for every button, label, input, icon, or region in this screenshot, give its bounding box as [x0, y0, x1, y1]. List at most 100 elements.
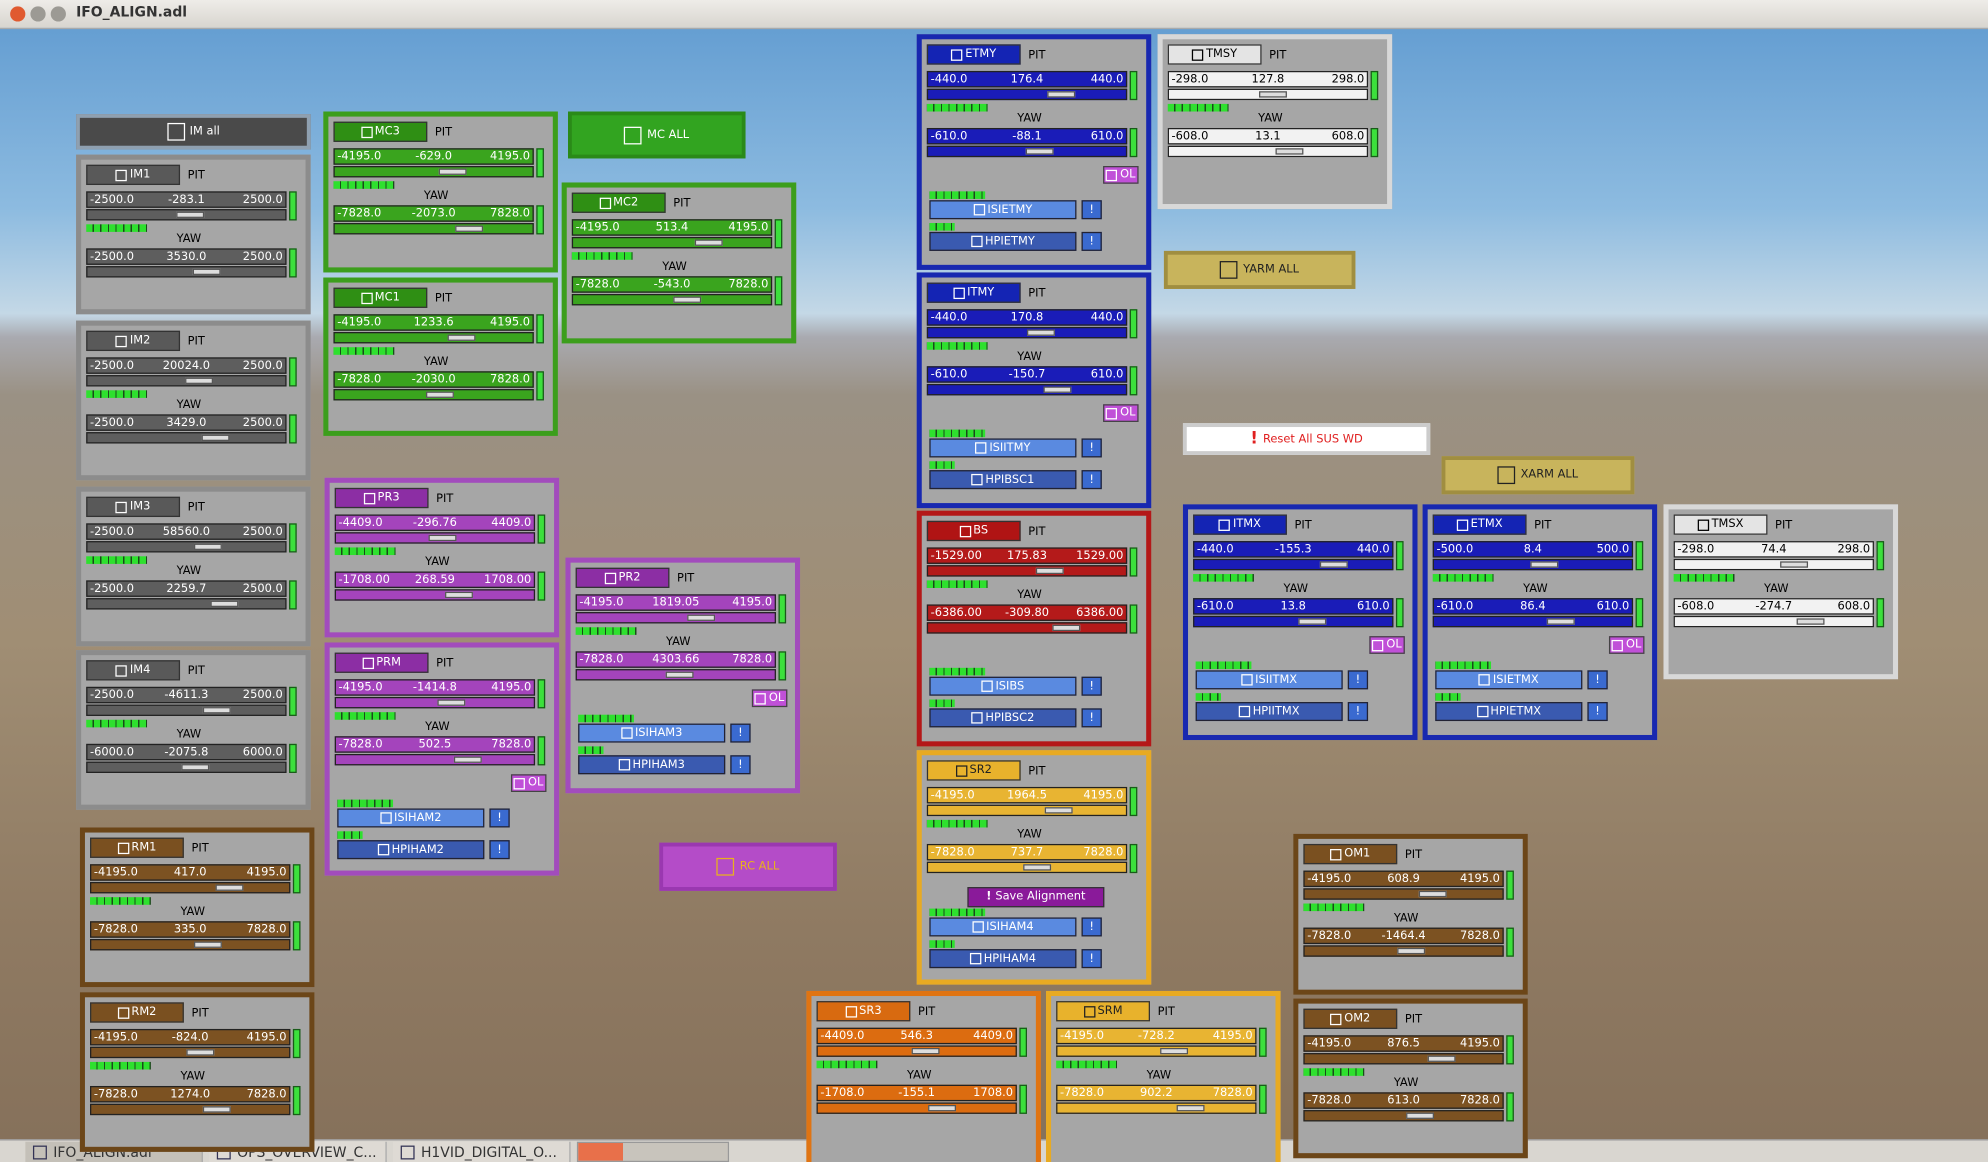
- slider-track[interactable]: [334, 753, 536, 766]
- panel-button[interactable]: IM1: [86, 164, 181, 186]
- isi-button[interactable]: ISIETMX: [1435, 670, 1583, 690]
- ol-button[interactable]: OL: [751, 689, 788, 708]
- slider-thumb[interactable]: [1796, 618, 1825, 625]
- slider-track[interactable]: [86, 598, 287, 610]
- slider-track[interactable]: [1673, 558, 1874, 571]
- panel-button[interactable]: RM2: [90, 1002, 184, 1023]
- slider-track[interactable]: [333, 166, 534, 178]
- shortcut-button[interactable]: XARM ALL: [1441, 456, 1635, 495]
- alert-button[interactable]: !: [730, 723, 751, 743]
- slider-track[interactable]: [926, 88, 1128, 101]
- slider-track[interactable]: [926, 804, 1128, 817]
- slider-track[interactable]: [571, 293, 773, 306]
- slider-track[interactable]: [1303, 1053, 1504, 1065]
- slider-thumb[interactable]: [453, 756, 482, 763]
- alert-button[interactable]: !: [1347, 670, 1369, 690]
- slider-thumb[interactable]: [928, 1104, 956, 1112]
- slider-track[interactable]: [1056, 1045, 1257, 1057]
- slider-thumb[interactable]: [665, 671, 694, 678]
- slider-thumb[interactable]: [694, 239, 723, 246]
- slider-thumb[interactable]: [1319, 561, 1348, 568]
- slider-track[interactable]: [334, 532, 536, 544]
- isi-button[interactable]: ISIITMY: [929, 438, 1077, 458]
- panel-button[interactable]: MC3: [333, 121, 428, 142]
- slider-track[interactable]: [86, 541, 287, 553]
- slider-thumb[interactable]: [202, 707, 231, 714]
- slider-thumb[interactable]: [428, 534, 457, 542]
- isi-button[interactable]: ISIBS: [929, 676, 1077, 696]
- slider-thumb[interactable]: [1023, 864, 1052, 871]
- slider-track[interactable]: [86, 375, 287, 387]
- slider-track[interactable]: [816, 1102, 1017, 1114]
- slider-thumb[interactable]: [673, 296, 702, 303]
- slider-thumb[interactable]: [181, 764, 210, 771]
- save-button[interactable]: ! Save Alignment: [967, 887, 1105, 908]
- slider-thumb[interactable]: [455, 225, 484, 232]
- slider-track[interactable]: [333, 223, 534, 235]
- shortcut-button[interactable]: MC ALL: [568, 111, 746, 159]
- alert-button[interactable]: !: [1587, 670, 1608, 690]
- alert-button[interactable]: !: [730, 755, 751, 775]
- shortcut-button[interactable]: YARM ALL: [1163, 250, 1356, 289]
- alert-button[interactable]: !: [1081, 470, 1102, 490]
- shortcut-button[interactable]: ! Reset All SUS WD: [1182, 423, 1431, 455]
- slider-track[interactable]: [90, 1046, 291, 1059]
- isi-button[interactable]: HPIHAM4: [929, 949, 1077, 969]
- slider-track[interactable]: [926, 326, 1128, 339]
- slider-thumb[interactable]: [193, 543, 222, 550]
- slider-thumb[interactable]: [1176, 1104, 1205, 1112]
- workspace-switcher[interactable]: [576, 1141, 730, 1162]
- slider-track[interactable]: [334, 696, 536, 709]
- panel-button[interactable]: SR3: [816, 1001, 911, 1022]
- panel-button[interactable]: MC1: [333, 287, 428, 308]
- slider-thumb[interactable]: [1035, 567, 1064, 575]
- alert-button[interactable]: !: [1081, 949, 1102, 969]
- panel-button[interactable]: IM3: [86, 496, 181, 518]
- slider-track[interactable]: [333, 389, 534, 401]
- slider-track[interactable]: [571, 236, 773, 249]
- panel-button[interactable]: SRM: [1056, 1001, 1150, 1022]
- panel-button[interactable]: PR3: [334, 487, 429, 509]
- slider-track[interactable]: [926, 565, 1128, 577]
- isi-button[interactable]: HPIETMY: [929, 231, 1077, 251]
- slider-thumb[interactable]: [438, 168, 467, 175]
- slider-track[interactable]: [1056, 1102, 1257, 1114]
- slider-track[interactable]: [1673, 615, 1874, 628]
- slider-thumb[interactable]: [185, 377, 214, 384]
- panel-button[interactable]: PR2: [575, 567, 670, 588]
- isi-button[interactable]: HPIBSC2: [929, 708, 1077, 728]
- panel-button[interactable]: ITMY: [926, 282, 1021, 303]
- isi-button[interactable]: ISIITMX: [1195, 670, 1343, 690]
- slider-track[interactable]: [334, 589, 536, 601]
- alert-button[interactable]: !: [1081, 231, 1102, 251]
- shortcut-button[interactable]: RC ALL: [659, 842, 837, 891]
- slider-thumb[interactable]: [186, 1049, 215, 1056]
- panel-button[interactable]: BS: [926, 520, 1021, 542]
- slider-thumb[interactable]: [176, 211, 205, 218]
- alert-button[interactable]: !: [489, 808, 510, 828]
- slider-track[interactable]: [575, 669, 776, 681]
- alert-button[interactable]: !: [1587, 702, 1608, 722]
- slider-track[interactable]: [926, 622, 1128, 634]
- slider-thumb[interactable]: [1406, 1112, 1434, 1119]
- slider-track[interactable]: [90, 881, 291, 894]
- slider-thumb[interactable]: [1298, 618, 1327, 625]
- panel-button[interactable]: IM4: [86, 660, 181, 681]
- slider-thumb[interactable]: [193, 941, 222, 948]
- isi-button[interactable]: HPIHAM3: [578, 755, 726, 775]
- slider-thumb[interactable]: [1418, 890, 1447, 898]
- alert-button[interactable]: !: [1081, 200, 1102, 220]
- slider-track[interactable]: [333, 332, 534, 344]
- slider-track[interactable]: [90, 1103, 291, 1116]
- slider-thumb[interactable]: [210, 600, 239, 607]
- slider-track[interactable]: [1193, 615, 1394, 628]
- taskbar-item[interactable]: H1VID_DIGITAL_O...: [393, 1141, 571, 1162]
- panel-button[interactable]: TMSY: [1167, 44, 1262, 65]
- slider-thumb[interactable]: [1780, 561, 1809, 568]
- slider-thumb[interactable]: [445, 591, 473, 599]
- slider-track[interactable]: [1303, 1110, 1504, 1122]
- isi-button[interactable]: HPIETMX: [1435, 702, 1583, 722]
- close-button[interactable]: [10, 6, 26, 22]
- slider-track[interactable]: [86, 209, 287, 221]
- panel-button[interactable]: ITMX: [1193, 514, 1287, 535]
